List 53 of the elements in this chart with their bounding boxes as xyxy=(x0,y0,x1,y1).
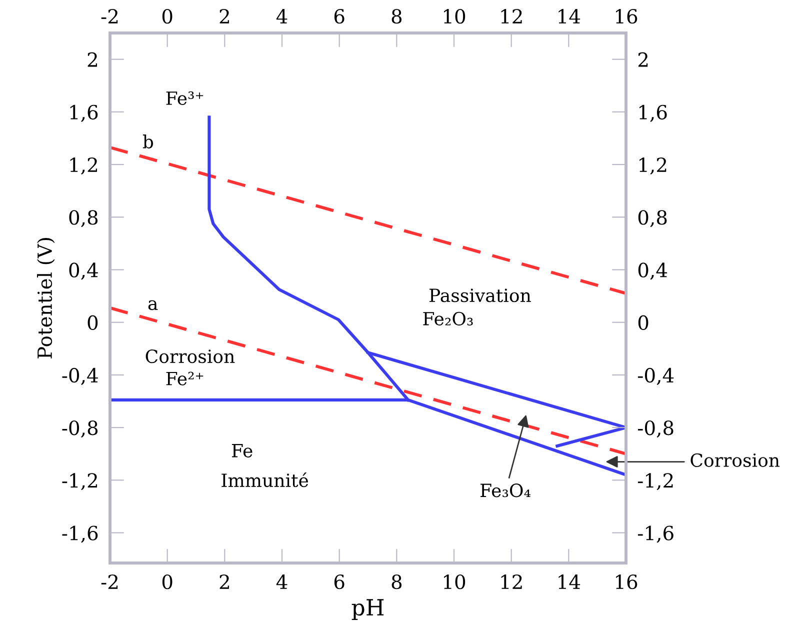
annotation: Fe₃O₄ xyxy=(480,484,530,498)
x2-tick-label: 0 xyxy=(162,574,172,590)
x2-tick-label: -2 xyxy=(101,574,118,589)
annotation: Immunité xyxy=(222,472,308,488)
y-tick-label: -1,6 xyxy=(62,526,98,543)
y2-tick-label: 0,8 xyxy=(638,210,667,228)
y-tick-label: 1,2 xyxy=(70,157,97,175)
y2-tick-label: 1,2 xyxy=(639,157,666,175)
annotation: Fe²⁺ xyxy=(166,372,204,386)
y2-tick-label: -1,2 xyxy=(638,473,673,490)
x2-tick-label: 10 xyxy=(444,574,466,590)
x-tick-label: 2 xyxy=(220,8,229,24)
text: Corrosion xyxy=(690,453,780,468)
y2-tick-label: -0,8 xyxy=(638,420,674,438)
y2-tick-label: 0 xyxy=(638,315,648,330)
y2-tick-label: -1,6 xyxy=(638,526,674,543)
annotation: b xyxy=(142,134,154,148)
annotation: Passivation xyxy=(430,288,531,302)
y-tick-label: 2 xyxy=(88,52,97,67)
y-tick-label: 0,8 xyxy=(69,210,98,228)
annotation: Fe₂O₃ xyxy=(423,312,473,326)
annotation: Fe³⁺ xyxy=(166,91,204,106)
x2-tick-label: 6 xyxy=(334,574,344,590)
x-tick-label: 10 xyxy=(444,8,466,24)
x-tick-label: 0 xyxy=(162,8,172,24)
y-tick-label: -0,4 xyxy=(62,368,98,385)
annotation: Corrosion xyxy=(146,349,235,364)
y-tick-label: 1,6 xyxy=(70,104,98,122)
x2-tick-label: 14 xyxy=(558,574,580,589)
x2-tick-label: 2 xyxy=(220,574,229,589)
x-tick-label: 4 xyxy=(276,8,288,24)
x-tick-label: 6 xyxy=(334,8,344,24)
y2-tick-label: 2 xyxy=(638,52,648,67)
y-axis-title: Potentiel (V) xyxy=(37,238,55,358)
y-tick-label: -0,8 xyxy=(62,420,98,438)
y2-tick-label: 0,4 xyxy=(638,262,668,280)
x2-tick-label: 8 xyxy=(392,574,402,590)
x-axis-title: pH xyxy=(352,599,384,620)
y2-tick-label: -0,4 xyxy=(638,368,674,385)
x-tick-label: 16 xyxy=(616,8,638,24)
annotation: Fe xyxy=(232,444,252,458)
y-tick-label: 0,4 xyxy=(69,262,98,280)
annotation: a xyxy=(148,300,158,310)
x2-tick-label: 4 xyxy=(276,574,288,589)
x2-tick-label: 12 xyxy=(501,574,522,589)
x-tick-label: -2 xyxy=(101,8,118,24)
y-tick-label: 0 xyxy=(88,315,98,330)
y2-tick-label: 1,6 xyxy=(639,104,667,122)
x-tick-label: 14 xyxy=(558,8,580,24)
x2-tick-label: 16 xyxy=(616,574,638,590)
y-tick-label: -1,2 xyxy=(62,473,97,490)
x-tick-label: 8 xyxy=(392,8,402,24)
x-tick-label: 12 xyxy=(501,8,522,24)
